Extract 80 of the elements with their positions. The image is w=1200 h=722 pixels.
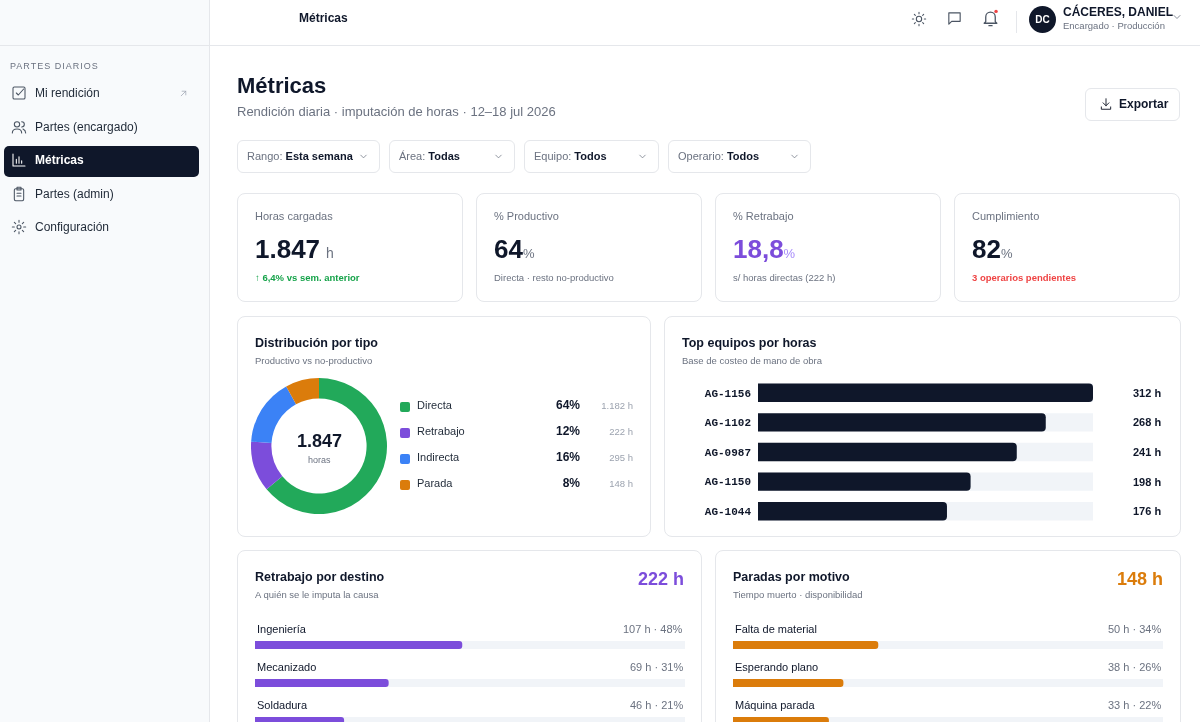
text: 148 h: [1116, 569, 1163, 590]
text: Rendición diaria · imputación de horas · 12–18 jul 2026: [237, 104, 556, 119]
text: Métricas: [237, 73, 327, 99]
text: Horas cargadas: [255, 210, 333, 222]
data-label: 295 h: [608, 452, 633, 463]
chart-subtitle: Base de costeo de mano de obra: [682, 355, 822, 366]
donut-slice: [286, 378, 319, 405]
legend-label: Indirecta: [417, 451, 460, 463]
text: 12%: [554, 424, 580, 438]
category-label: Esperando plano: [735, 661, 819, 673]
text: DC: [1029, 6, 1056, 33]
chart-subtitle: Productivo vs no-productivo: [255, 355, 373, 366]
donut-slice: [251, 441, 283, 490]
data-label: 222 h: [608, 426, 633, 437]
text: horas: [308, 455, 332, 465]
chart-title: Paradas por motivo: [733, 570, 850, 584]
text: Configuración: [35, 220, 110, 234]
text: Encargado · Producción: [1063, 20, 1165, 31]
category-label: Mecanizado: [257, 661, 317, 673]
text: Operario: Todos: [678, 150, 760, 162]
data-label: 198 h: [1133, 476, 1162, 488]
y-tick-label: AG-1102: [704, 417, 751, 430]
text: Partes (encargado): [35, 120, 138, 134]
text: PARTES DIARIOS: [10, 61, 99, 71]
text: Métricas: [299, 11, 348, 25]
y-tick-label: AG-1156: [704, 387, 751, 400]
data-label: 50 h · 34%: [1108, 623, 1162, 635]
donut-slice: [251, 386, 297, 443]
category-label: Soldadura: [257, 699, 308, 711]
data-label: 312 h: [1133, 387, 1162, 399]
text: 16%: [554, 450, 580, 464]
y-tick-label: AG-0987: [704, 446, 751, 459]
donut-slice: [266, 378, 387, 514]
chart-title: Top equipos por horas: [682, 336, 817, 350]
text: Partes (admin): [35, 187, 114, 201]
chart-subtitle: Tiempo muerto · disponibilidad: [733, 589, 863, 600]
text: 64%: [554, 398, 580, 412]
data-label: 1.182 h: [600, 400, 633, 411]
text: Mi rendición: [35, 86, 100, 100]
text: Área: Todas: [399, 150, 460, 162]
legend-label: Directa: [417, 399, 452, 411]
text: %: [522, 246, 535, 261]
y-tick-label: AG-1044: [704, 506, 752, 519]
data-label: 33 h · 22%: [1108, 699, 1162, 711]
text: %: [1000, 246, 1013, 261]
legend-label: Parada: [417, 477, 453, 489]
text: % Productivo: [494, 210, 559, 222]
category-label: Falta de material: [735, 623, 817, 635]
data-label: 268 h: [1133, 416, 1162, 428]
text: ↑ 6,4% vs sem. anterior: [255, 272, 360, 283]
text: 8%: [561, 476, 580, 490]
text: Cumplimiento: [972, 210, 1040, 222]
data-label: 107 h · 48%: [623, 623, 683, 635]
text: Directa · resto no-productivo: [494, 272, 614, 283]
data-label: 38 h · 26%: [1108, 661, 1162, 673]
y-tick-label: AG-1150: [704, 476, 751, 489]
text: % Retrabajo: [733, 210, 794, 222]
text: 3 operarios pendientes: [972, 272, 1077, 283]
data-label: 241 h: [1133, 446, 1162, 458]
text: CÁCERES, DANIEL: [1063, 5, 1174, 19]
chart-subtitle: A quién se le imputa la causa: [255, 589, 379, 600]
text: Rango: Esta semana: [247, 150, 353, 162]
chart-title: Retrabajo por destino: [255, 570, 385, 584]
text: h: [326, 245, 334, 261]
text: Exportar: [1119, 97, 1169, 111]
chart-title: Distribución por tipo: [255, 336, 378, 350]
text: Equipo: Todos: [534, 150, 607, 162]
text: 1.847: [255, 234, 321, 264]
legend-label: Retrabajo: [417, 425, 465, 437]
category-label: Ingeniería: [257, 623, 306, 635]
category-label: Máquina parada: [735, 699, 815, 711]
text: Métricas: [35, 153, 84, 167]
text: 1.847: [297, 431, 343, 451]
data-label: 46 h · 21%: [630, 699, 684, 711]
data-label: 69 h · 31%: [630, 661, 684, 673]
text: 222 h: [637, 569, 684, 590]
text: s/ horas directas (222 h): [733, 272, 836, 283]
data-label: 148 h: [608, 478, 633, 489]
data-label: 176 h: [1133, 505, 1162, 517]
text: %: [783, 246, 796, 261]
